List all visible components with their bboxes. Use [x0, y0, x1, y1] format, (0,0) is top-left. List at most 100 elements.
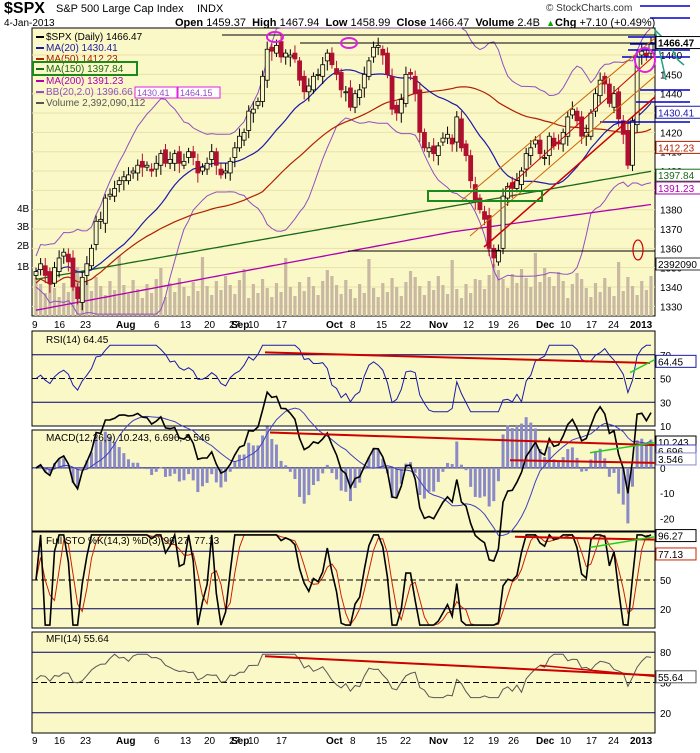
volume-bar [390, 278, 394, 316]
macd-histogram-bar [154, 467, 158, 472]
ma150-line [35, 170, 652, 280]
macd-histogram-bar [89, 452, 93, 468]
candle-body [385, 52, 390, 75]
candle-body [264, 48, 270, 81]
x-axis-label: Dec [536, 320, 555, 331]
macd-histogram-bar [422, 467, 426, 499]
volume-bar [108, 281, 112, 316]
volume-bar [43, 293, 47, 316]
macd-histogram-bar [446, 462, 450, 468]
macd-histogram-bar [607, 467, 611, 477]
x-axis-label: 9 [32, 320, 38, 331]
candle-body [209, 151, 215, 160]
volume-bar [358, 284, 362, 316]
macd-histogram-bar [126, 459, 130, 468]
volume-bar [154, 279, 158, 316]
x-axis-label-bottom: 19 [488, 736, 500, 747]
macd-histogram-bar [469, 467, 473, 487]
macd-histogram-bar [390, 467, 394, 498]
volume-value: 2.4B [517, 17, 540, 29]
volume-tick-label: 2B [17, 241, 30, 252]
macd-histogram-bar [76, 467, 80, 488]
x-axis-label: Aug [116, 320, 135, 331]
candle-body [546, 135, 552, 156]
volume-bar [163, 297, 168, 316]
volume-bar [251, 284, 255, 316]
x-axis-label: 10 [248, 320, 260, 331]
candle-body [491, 247, 497, 259]
macd-histogram-bar [330, 467, 334, 474]
candle-body [616, 91, 622, 120]
candle-body [153, 162, 159, 170]
candle-body [537, 139, 543, 155]
volume-bar [113, 290, 117, 316]
candle-body [121, 176, 127, 182]
volume-bar [552, 286, 556, 316]
volume-bar [186, 296, 191, 316]
macd-histogram-bar [413, 467, 417, 473]
candle-body [278, 41, 284, 58]
candle-body [246, 110, 252, 131]
x-axis-label-bottom: 13 [180, 736, 192, 747]
volume-bar [182, 287, 186, 316]
candle-body [320, 64, 326, 77]
mfi-tick-label: 20 [660, 709, 672, 720]
volume-bar [274, 283, 279, 316]
macd-histogram-bar [635, 440, 639, 468]
volume-bar [339, 294, 343, 316]
candle-body [283, 52, 289, 58]
macd-histogram-bar [34, 467, 38, 469]
candle-body [130, 170, 136, 174]
mfi-divergence-line [539, 664, 656, 678]
macd-histogram-bar [43, 467, 47, 472]
macd-histogram-bar [196, 467, 200, 493]
volume-bar [307, 277, 311, 316]
macd-histogram-bar [242, 454, 246, 468]
candle-body [361, 73, 367, 89]
volume-bar [556, 272, 561, 316]
candle-body [287, 54, 293, 58]
candle-body [519, 170, 524, 185]
rsi-line [35, 344, 651, 413]
mfi-legend: MFI(14) 55.64 [46, 634, 109, 645]
volume-bar [136, 289, 140, 316]
macd-histogram-bar [48, 467, 52, 474]
candle-body [630, 120, 635, 166]
macd-histogram-bar [524, 417, 528, 468]
candle-body [454, 116, 460, 143]
volume-bar [325, 270, 329, 316]
x-axis-label: 2013 [630, 320, 653, 331]
volume-bar [214, 281, 218, 316]
volume-bar [150, 293, 154, 316]
macd-histogram-bar [464, 467, 468, 471]
volume-bar [612, 296, 616, 316]
price-tick-label: 1440 [660, 90, 683, 101]
candle-body [301, 75, 307, 93]
candle-body [532, 139, 538, 145]
macd-histogram-bar [492, 467, 496, 502]
volume-bar [566, 298, 570, 316]
x-axis-label: 17 [276, 320, 288, 331]
x-axis-label-bottom: 17 [276, 736, 288, 747]
volume-bar [445, 294, 450, 316]
volume-bar [580, 279, 584, 316]
volume-bar [455, 289, 459, 316]
macd-histogram-bar [39, 466, 43, 468]
candle-body [514, 180, 520, 189]
sto-value-marker: 96.27 [658, 532, 683, 543]
macd-histogram-bar [621, 467, 625, 505]
macd-histogram-bar [584, 467, 588, 472]
candle-body [338, 72, 344, 91]
macd-histogram-bar [441, 467, 445, 472]
close-label: Close [396, 17, 427, 29]
volume-bar [482, 289, 487, 316]
macd-tick-label: -20 [660, 514, 675, 525]
volume-bar [635, 295, 639, 316]
rsi-tick-label: 50 [660, 375, 672, 386]
candle-body [477, 197, 483, 211]
candle-body [445, 133, 450, 139]
volume-bar [621, 291, 625, 316]
macd-histogram-bar [145, 467, 149, 470]
candle-body [357, 89, 363, 98]
candle-body [459, 118, 464, 149]
